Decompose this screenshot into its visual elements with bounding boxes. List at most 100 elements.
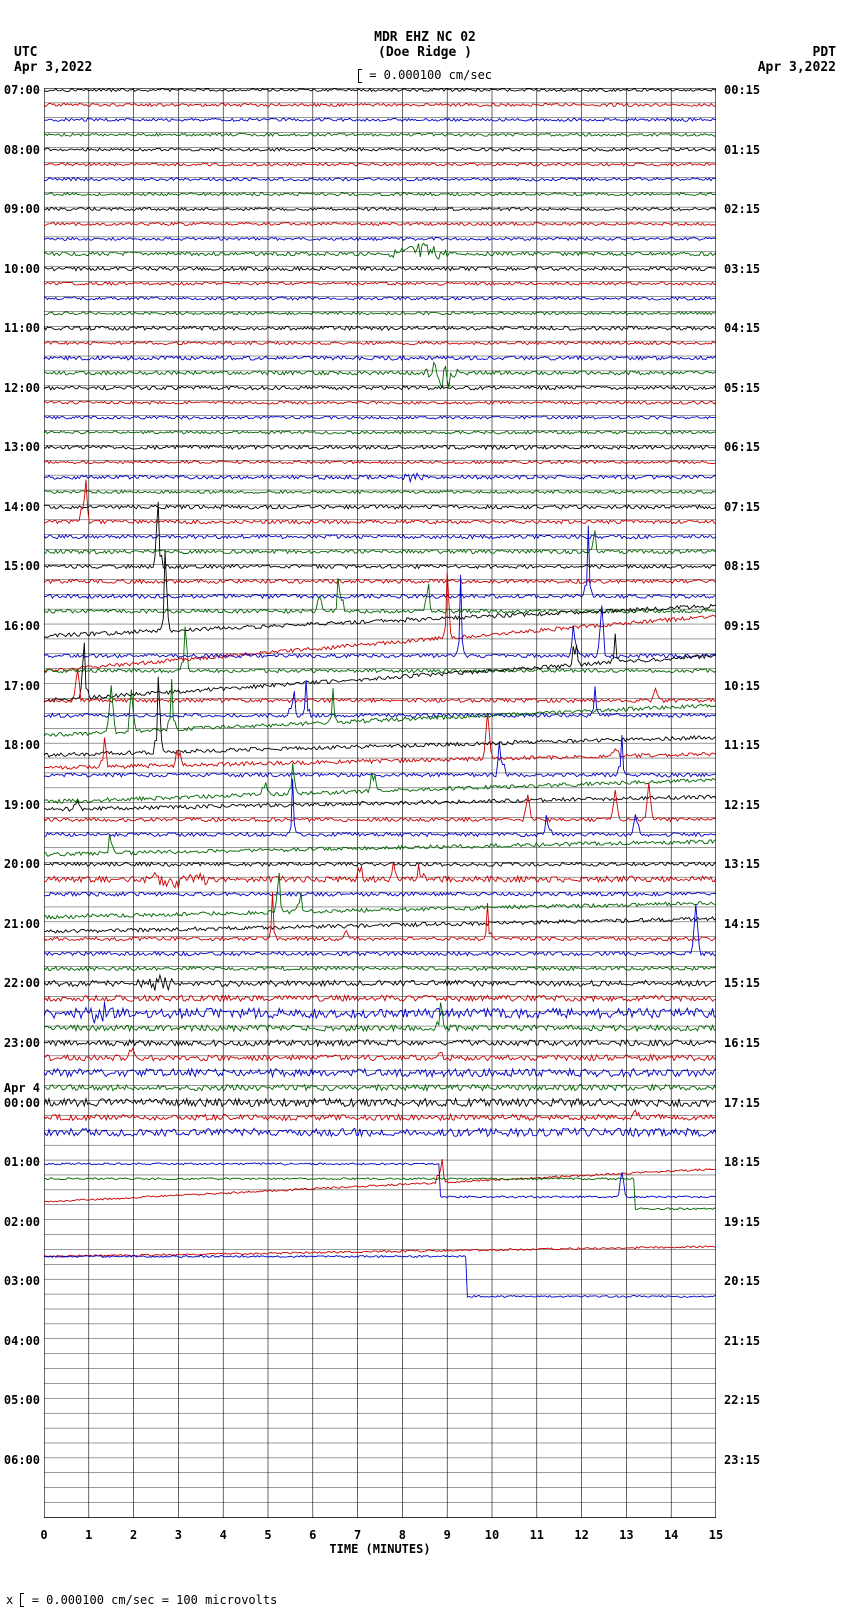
left-hour-label: 16:00 [0,619,40,633]
trace-row [44,1255,716,1297]
x-tick-label: 4 [213,1528,233,1542]
station-subtitle: (Doe Ridge ) [0,45,850,60]
traces [44,89,716,1298]
right-hour-label: 02:15 [724,202,760,216]
trace-row [44,917,716,933]
trace-row [44,473,716,481]
right-hour-label: 07:15 [724,500,760,514]
left-hour-label: 21:00 [0,917,40,931]
scale-indicator: = 0.000100 cm/sec [0,68,850,83]
right-hour-label: 17:15 [724,1096,760,1110]
x-tick-label: 3 [168,1528,188,1542]
left-hour-label: 13:00 [0,440,40,454]
trace-row [44,634,716,703]
trace-row [44,445,716,449]
trace-row [44,892,716,940]
trace-row [44,578,716,613]
left-hour-label: 09:00 [0,202,40,216]
trace-row [44,193,716,196]
right-hour-label: 04:15 [724,321,760,335]
right-hour-label: 10:15 [724,679,760,693]
trace-row [44,178,716,181]
trace-row [44,579,716,583]
right-hour-label: 12:15 [724,798,760,812]
trace-row [44,735,716,777]
seismogram-svg [44,88,716,1518]
trace-row [44,491,716,494]
footer-scale: x = 0.000100 cm/sec = 100 microvolts [6,1593,277,1608]
x-tick-label: 8 [392,1528,412,1542]
trace-row [44,163,716,166]
footer-scale-bar-icon [20,1593,24,1607]
trace-row [44,904,716,955]
right-hour-label: 19:15 [724,1215,760,1229]
left-hour-label: 06:00 [0,1453,40,1467]
trace-row [44,223,716,226]
right-hour-label: 21:15 [724,1334,760,1348]
right-hour-label: 20:15 [724,1274,760,1288]
trace-row [44,975,716,990]
x-tick-label: 6 [303,1528,323,1542]
trace-row [44,763,716,803]
date-right-label: Apr 3,2022 [758,60,836,75]
trace-row [44,1069,716,1077]
trace-row [44,237,716,240]
trace-row [44,677,716,757]
trace-row [44,892,716,896]
x-tick-label: 5 [258,1528,278,1542]
footer-prefix: x [6,1593,20,1607]
left-hour-label: 11:00 [0,321,40,335]
trace-row [44,282,716,285]
x-tick-label: 0 [34,1528,54,1542]
right-hour-label: 00:15 [724,83,760,97]
trace-row [44,342,716,345]
plot-area [44,88,716,1518]
trace-row [44,208,716,211]
trace-row [44,1003,716,1032]
trace-row [44,416,716,419]
left-hour-label: 03:00 [0,1274,40,1288]
trace-row [44,401,716,404]
trace-row [44,312,716,315]
footer-text: = 0.000100 cm/sec = 100 microvolts [32,1593,278,1607]
left-hour-label: 19:00 [0,798,40,812]
right-hour-label: 16:15 [724,1036,760,1050]
right-hour-label: 09:15 [724,619,760,633]
trace-row [44,356,716,360]
trace-row [44,386,716,390]
x-tick-label: 12 [572,1528,592,1542]
left-hour-label: 12:00 [0,381,40,395]
right-hour-label: 05:15 [724,381,760,395]
trace-row [44,551,716,638]
trace-row [44,862,716,866]
x-tick-label: 9 [437,1528,457,1542]
trace-row [44,783,716,822]
trace-row [44,779,716,837]
trace-row [44,1128,716,1136]
trace-row [44,431,716,434]
trace-row [44,326,716,330]
trace-row [44,505,716,509]
scale-bar-icon [358,69,362,83]
trace-row [44,967,716,971]
trace-row [44,1163,716,1198]
trace-row [44,795,716,811]
trace-row [44,363,716,388]
tz-right-label: PDT [813,45,836,60]
right-hour-label: 23:15 [724,1453,760,1467]
left-hour-label: 02:00 [0,1215,40,1229]
tz-left-label: UTC [14,45,37,60]
left-hour-label: 23:00 [0,1036,40,1050]
trace-row [44,670,716,703]
x-tick-label: 14 [661,1528,681,1542]
trace-row [44,862,716,888]
trace-row [44,89,716,92]
date-left-label: Apr 3,2022 [14,60,92,75]
left-hour-label: 04:00 [0,1334,40,1348]
trace-row [44,133,716,136]
x-tick-label: 1 [79,1528,99,1542]
left-hour-label: 08:00 [0,143,40,157]
right-hour-label: 18:15 [724,1155,760,1169]
right-hour-label: 15:15 [724,976,760,990]
left-hour-label: 14:00 [0,500,40,514]
